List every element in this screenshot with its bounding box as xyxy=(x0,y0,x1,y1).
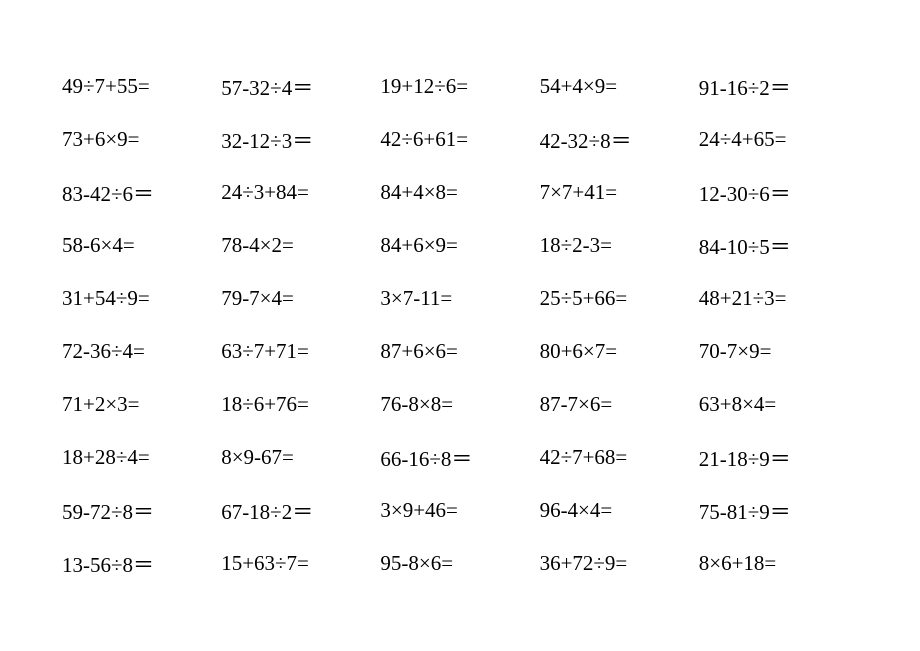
problem-cell: 84+6×9= xyxy=(380,219,539,272)
problem-cell: 13-56÷8＝ xyxy=(62,537,221,590)
problem-cell: 42÷6+61= xyxy=(380,113,539,166)
table-row: 49÷7+55= 57-32÷4＝ 19+12÷6= 54+4×9= 91-16… xyxy=(62,60,858,113)
table-row: 73+6×9= 32-12÷3＝ 42÷6+61= 42-32÷8＝ 24÷4+… xyxy=(62,113,858,166)
problem-cell: 75-81÷9＝ xyxy=(699,484,858,537)
problem-cell: 3×7-11= xyxy=(380,272,539,325)
problem-cell: 19+12÷6= xyxy=(380,60,539,113)
problem-cell: 78-4×2= xyxy=(221,219,380,272)
table-row: 72-36÷4= 63÷7+71= 87+6×6= 80+6×7= 70-7×9… xyxy=(62,325,858,378)
table-row: 13-56÷8＝ 15+63÷7= 95-8×6= 36+72÷9= 8×6+1… xyxy=(62,537,858,590)
problem-cell: 8×6+18= xyxy=(699,537,858,590)
problem-cell: 83-42÷6＝ xyxy=(62,166,221,219)
problem-cell: 91-16÷2＝ xyxy=(699,60,858,113)
problem-cell: 84+4×8= xyxy=(380,166,539,219)
problem-cell: 24÷4+65= xyxy=(699,113,858,166)
problem-cell: 25÷5+66= xyxy=(540,272,699,325)
table-row: 58-6×4= 78-4×2= 84+6×9= 18÷2-3= 84-10÷5＝ xyxy=(62,219,858,272)
problem-cell: 15+63÷7= xyxy=(221,537,380,590)
problem-cell: 79-7×4= xyxy=(221,272,380,325)
problem-cell: 63+8×4= xyxy=(699,378,858,431)
problem-cell: 24÷3+84= xyxy=(221,166,380,219)
problem-cell: 58-6×4= xyxy=(62,219,221,272)
table-row: 83-42÷6＝ 24÷3+84= 84+4×8= 7×7+41= 12-30÷… xyxy=(62,166,858,219)
problem-cell: 73+6×9= xyxy=(62,113,221,166)
problem-cell: 42÷7+68= xyxy=(540,431,699,484)
problems-table: 49÷7+55= 57-32÷4＝ 19+12÷6= 54+4×9= 91-16… xyxy=(62,60,858,590)
problem-cell: 49÷7+55= xyxy=(62,60,221,113)
problem-cell: 18+28÷4= xyxy=(62,431,221,484)
problem-cell: 71+2×3= xyxy=(62,378,221,431)
problem-cell: 18÷6+76= xyxy=(221,378,380,431)
problem-cell: 57-32÷4＝ xyxy=(221,60,380,113)
problem-cell: 67-18÷2＝ xyxy=(221,484,380,537)
problem-cell: 32-12÷3＝ xyxy=(221,113,380,166)
problem-cell: 76-8×8= xyxy=(380,378,539,431)
problem-cell: 54+4×9= xyxy=(540,60,699,113)
problem-cell: 72-36÷4= xyxy=(62,325,221,378)
problem-cell: 59-72÷8＝ xyxy=(62,484,221,537)
problem-cell: 48+21÷3= xyxy=(699,272,858,325)
problem-cell: 66-16÷8＝ xyxy=(380,431,539,484)
problem-cell: 3×9+46= xyxy=(380,484,539,537)
problem-cell: 21-18÷9＝ xyxy=(699,431,858,484)
table-row: 18+28÷4= 8×9-67= 66-16÷8＝ 42÷7+68= 21-18… xyxy=(62,431,858,484)
problem-cell: 36+72÷9= xyxy=(540,537,699,590)
problem-cell: 18÷2-3= xyxy=(540,219,699,272)
problem-cell: 87-7×6= xyxy=(540,378,699,431)
problem-cell: 12-30÷6＝ xyxy=(699,166,858,219)
worksheet-page: 49÷7+55= 57-32÷4＝ 19+12÷6= 54+4×9= 91-16… xyxy=(0,0,920,651)
problem-cell: 7×7+41= xyxy=(540,166,699,219)
problem-cell: 95-8×6= xyxy=(380,537,539,590)
table-row: 59-72÷8＝ 67-18÷2＝ 3×9+46= 96-4×4= 75-81÷… xyxy=(62,484,858,537)
problem-cell: 96-4×4= xyxy=(540,484,699,537)
table-row: 31+54÷9= 79-7×4= 3×7-11= 25÷5+66= 48+21÷… xyxy=(62,272,858,325)
problem-cell: 8×9-67= xyxy=(221,431,380,484)
problem-cell: 87+6×6= xyxy=(380,325,539,378)
problem-cell: 80+6×7= xyxy=(540,325,699,378)
table-row: 71+2×3= 18÷6+76= 76-8×8= 87-7×6= 63+8×4= xyxy=(62,378,858,431)
problem-cell: 31+54÷9= xyxy=(62,272,221,325)
problem-cell: 42-32÷8＝ xyxy=(540,113,699,166)
problem-cell: 84-10÷5＝ xyxy=(699,219,858,272)
problem-cell: 70-7×9= xyxy=(699,325,858,378)
problem-cell: 63÷7+71= xyxy=(221,325,380,378)
